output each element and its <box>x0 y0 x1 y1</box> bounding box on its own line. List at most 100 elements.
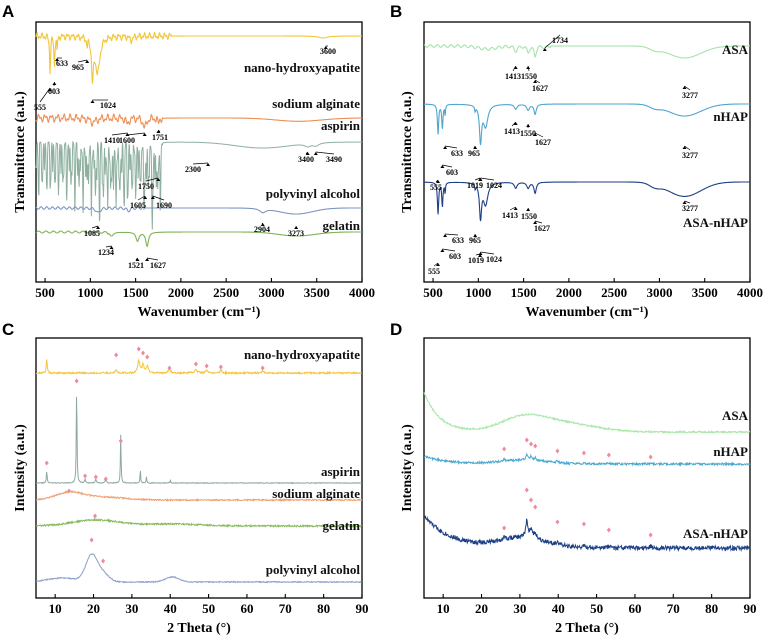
peak-3277-arrowhead <box>682 201 687 204</box>
peak-633-arrowhead <box>443 146 448 149</box>
peak-label-ASA-nHAP: 1550 <box>521 212 537 221</box>
peak-label-polyvinyl-alcohol: 1085 <box>84 229 100 238</box>
peak-marker <box>648 454 653 460</box>
panel-letter-d: D <box>390 320 402 339</box>
peak-555-arrowhead <box>436 263 441 266</box>
peak-965-arrowhead <box>473 146 478 149</box>
series-line-nHAP <box>424 103 750 146</box>
peak-marker <box>524 437 529 443</box>
peak-marker <box>167 365 172 371</box>
peak-label-nHAP: 3277 <box>682 151 698 160</box>
peak-1627-arrow <box>534 132 544 138</box>
series-label-ASA-nHAP-xrd: ASA-nHAP <box>683 526 748 541</box>
peak-1627-arrowhead <box>145 258 150 261</box>
panel-d-xrd: 10 20 30 40 50 60 70 80 90 2 Theta (°) Intensity (… <box>400 337 757 636</box>
series-line-gelatin-xrd <box>35 517 363 529</box>
peak-1605-arrow <box>137 195 146 201</box>
peak-1690-arrow <box>152 195 165 201</box>
x-tick-label: 80 <box>705 601 718 616</box>
x-tick-label: 30 <box>513 601 526 616</box>
peak-marker <box>606 452 611 458</box>
y-axis-title: Transmittance (a.u.) <box>13 91 28 213</box>
peak-label-aspirin: 2300 <box>185 165 201 174</box>
peak-2300-arrowhead <box>206 163 211 166</box>
series-line-ASA-nHAP <box>424 181 750 222</box>
x-tick-label: 1500 <box>511 285 537 300</box>
peak-label-ASA-nHAP: 965 <box>469 236 481 245</box>
peak-label-aspirin: 1750 <box>138 182 154 191</box>
peak-1600-arrowhead <box>142 133 147 136</box>
x-tick-label: 2500 <box>213 285 239 300</box>
series-line-ASA-xrd <box>423 392 751 435</box>
series-label-ASA-xrd: ASA <box>722 408 749 423</box>
series-line-aspirin <box>35 140 362 230</box>
series-line-ASA <box>423 44 750 59</box>
peak-1521-arrow <box>135 257 138 261</box>
peak-marker <box>83 473 88 479</box>
peak-label-nHAP: 603 <box>446 168 458 177</box>
peak-1234-arrow <box>105 245 112 248</box>
peak-3400-arrowhead <box>305 152 310 155</box>
peak-label-aspirin: 1605 <box>130 201 146 210</box>
peak-marker <box>204 363 209 369</box>
plot-frame <box>35 337 363 599</box>
peak-label-ASA-nHAP: 1627 <box>534 224 550 233</box>
series-label-polyvinyl-alcohol-xrd: polyvinyl alcohol <box>266 562 361 577</box>
peak-603-arrowhead <box>440 165 445 168</box>
peak-label-nano-hydroxyapatite: 3600 <box>320 47 336 56</box>
peak-marker <box>533 443 538 449</box>
peak-555-arrow <box>433 262 439 267</box>
series-line-polyvinyl-alcohol <box>35 206 362 215</box>
x-tick-label: 40 <box>164 601 177 616</box>
peak-label-sodium-alginate: 1600 <box>119 136 135 145</box>
peak-label-polyvinyl-alcohol: 2904 <box>254 225 270 234</box>
x-tick-label: 2000 <box>556 285 582 300</box>
y-axis-title: Transmittance (a.u.) <box>400 91 415 213</box>
series-label-sodium-alginate: sodium alginate <box>272 96 360 111</box>
peak-marker <box>66 488 71 494</box>
series-line-nano-hydroxyapatite <box>35 31 362 84</box>
x-tick-label: 30 <box>125 601 138 616</box>
peak-label-sodium-alginate: 1751 <box>152 133 168 142</box>
peak-marker <box>529 497 534 503</box>
x-axis-title: 2 Theta (°) <box>167 621 231 636</box>
peak-marker <box>103 476 108 482</box>
x-tick-label: 10 <box>437 601 450 616</box>
peak-633-arrowhead <box>55 58 60 61</box>
x-axis-title: 2 Theta (°) <box>555 621 619 636</box>
peak-1413-arrow <box>511 121 516 127</box>
peak-1690-arrowhead <box>150 196 155 199</box>
peak-marker <box>260 365 265 371</box>
peak-633-arrow <box>445 145 458 149</box>
peak-3273-arrowhead <box>294 226 299 229</box>
peak-1413-arrow <box>509 206 516 211</box>
peak-1024-arrowhead <box>478 178 483 181</box>
peak-3400-arrow <box>305 151 308 155</box>
peak-2904-arrow <box>261 222 264 225</box>
x-tick-label: 90 <box>356 601 369 616</box>
x-tick-label: 60 <box>240 601 253 616</box>
x-tick-label: 40 <box>552 601 565 616</box>
peak-1410-arrowhead <box>125 133 130 136</box>
peak-label-ASA: 1627 <box>532 84 548 93</box>
peak-1627-arrowhead <box>533 80 538 83</box>
peak-marker <box>555 448 560 454</box>
peak-label-nHAP: 1627 <box>535 138 551 147</box>
series-line-polyvinyl-alcohol-xrd <box>35 553 363 584</box>
peak-1019-arrowhead <box>478 254 483 257</box>
peak-603-arrow <box>442 164 453 168</box>
peak-1627-arrowhead <box>533 133 538 136</box>
peak-2300-arrow <box>192 162 209 165</box>
peak-1750-arrowhead <box>156 178 161 181</box>
peak-marker <box>581 450 586 456</box>
peak-1734-arrow <box>544 34 561 49</box>
peak-marker <box>581 521 586 527</box>
peak-marker <box>193 361 198 367</box>
peak-3277-arrow <box>684 85 691 91</box>
peak-marker <box>136 346 141 352</box>
peak-1234-arrowhead <box>109 246 114 249</box>
peak-label-ASA: 1550 <box>521 72 537 81</box>
peak-label-ASA-nHAP: 1024 <box>486 255 502 264</box>
peak-1521-arrowhead <box>135 258 140 261</box>
